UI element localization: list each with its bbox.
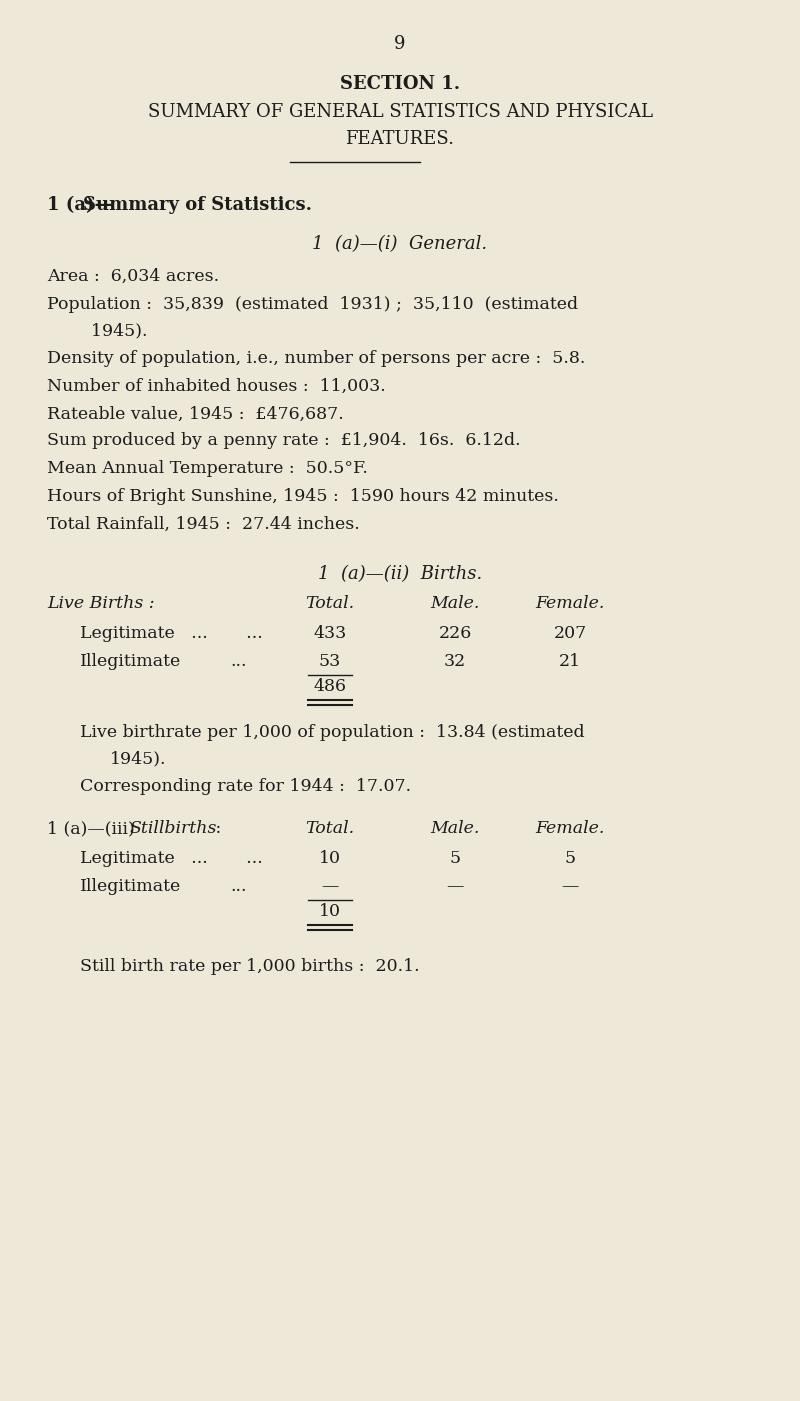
Text: Male.: Male. bbox=[430, 820, 480, 836]
Text: FEATURES.: FEATURES. bbox=[346, 130, 454, 149]
Text: 53: 53 bbox=[319, 653, 341, 670]
Text: Corresponding rate for 1944 :  17.07.: Corresponding rate for 1944 : 17.07. bbox=[80, 778, 411, 794]
Text: 10: 10 bbox=[319, 904, 341, 920]
Text: 226: 226 bbox=[438, 625, 472, 642]
Text: Mean Annual Temperature :  50.5°F.: Mean Annual Temperature : 50.5°F. bbox=[47, 460, 368, 476]
Text: :: : bbox=[210, 820, 222, 836]
Text: 1945).: 1945). bbox=[110, 750, 166, 766]
Text: Legitimate   ...       ...: Legitimate ... ... bbox=[80, 850, 262, 867]
Text: Live birthrate per 1,000 of population :  13.84 (estimated: Live birthrate per 1,000 of population :… bbox=[80, 724, 585, 741]
Text: Hours of Bright Sunshine, 1945 :  1590 hours 42 minutes.: Hours of Bright Sunshine, 1945 : 1590 ho… bbox=[47, 488, 559, 504]
Text: Density of population, i.e., number of persons per acre :  5.8.: Density of population, i.e., number of p… bbox=[47, 350, 586, 367]
Text: 1945).: 1945). bbox=[47, 322, 147, 339]
Text: 32: 32 bbox=[444, 653, 466, 670]
Text: Stillbirths: Stillbirths bbox=[130, 820, 218, 836]
Text: 1 (a)—: 1 (a)— bbox=[47, 196, 113, 214]
Text: SECTION 1.: SECTION 1. bbox=[340, 76, 460, 92]
Text: 486: 486 bbox=[314, 678, 346, 695]
Text: —: — bbox=[322, 878, 338, 895]
Text: Illegitimate: Illegitimate bbox=[80, 878, 182, 895]
Text: 1  (a)—(i)  General.: 1 (a)—(i) General. bbox=[313, 235, 487, 254]
Text: —: — bbox=[562, 878, 578, 895]
Text: Population :  35,839  (estimated  1931) ;  35,110  (estimated: Population : 35,839 (estimated 1931) ; 3… bbox=[47, 296, 578, 312]
Text: Male.: Male. bbox=[430, 595, 480, 612]
Text: 21: 21 bbox=[559, 653, 581, 670]
Text: Illegitimate: Illegitimate bbox=[80, 653, 182, 670]
Text: ...: ... bbox=[230, 653, 246, 670]
Text: ...: ... bbox=[230, 878, 246, 895]
Text: 10: 10 bbox=[319, 850, 341, 867]
Text: Area :  6,034 acres.: Area : 6,034 acres. bbox=[47, 268, 219, 284]
Text: Female.: Female. bbox=[535, 820, 605, 836]
Text: SUMMARY OF GENERAL STATISTICS AND PHYSICAL: SUMMARY OF GENERAL STATISTICS AND PHYSIC… bbox=[147, 104, 653, 120]
Text: 5: 5 bbox=[565, 850, 575, 867]
Text: Total.: Total. bbox=[306, 820, 354, 836]
Text: Rateable value, 1945 :  £476,687.: Rateable value, 1945 : £476,687. bbox=[47, 406, 344, 423]
Text: Sum produced by a penny rate :  £1,904.  16s.  6.12d.: Sum produced by a penny rate : £1,904. 1… bbox=[47, 432, 521, 448]
Text: 207: 207 bbox=[554, 625, 586, 642]
Text: Female.: Female. bbox=[535, 595, 605, 612]
Text: 5: 5 bbox=[450, 850, 461, 867]
Text: Total Rainfall, 1945 :  27.44 inches.: Total Rainfall, 1945 : 27.44 inches. bbox=[47, 516, 360, 532]
Text: —: — bbox=[446, 878, 464, 895]
Text: Total.: Total. bbox=[306, 595, 354, 612]
Text: 9: 9 bbox=[394, 35, 406, 53]
Text: Summary of Statistics.: Summary of Statistics. bbox=[83, 196, 312, 214]
Text: Live Births :: Live Births : bbox=[47, 595, 154, 612]
Text: 433: 433 bbox=[314, 625, 346, 642]
Text: Still birth rate per 1,000 births :  20.1.: Still birth rate per 1,000 births : 20.1… bbox=[80, 958, 420, 975]
Text: 1  (a)—(ii)  Births.: 1 (a)—(ii) Births. bbox=[318, 565, 482, 583]
Text: 1 (a)—(iii): 1 (a)—(iii) bbox=[47, 820, 140, 836]
Text: Number of inhabited houses :  11,003.: Number of inhabited houses : 11,003. bbox=[47, 378, 386, 395]
Text: Legitimate   ...       ...: Legitimate ... ... bbox=[80, 625, 262, 642]
